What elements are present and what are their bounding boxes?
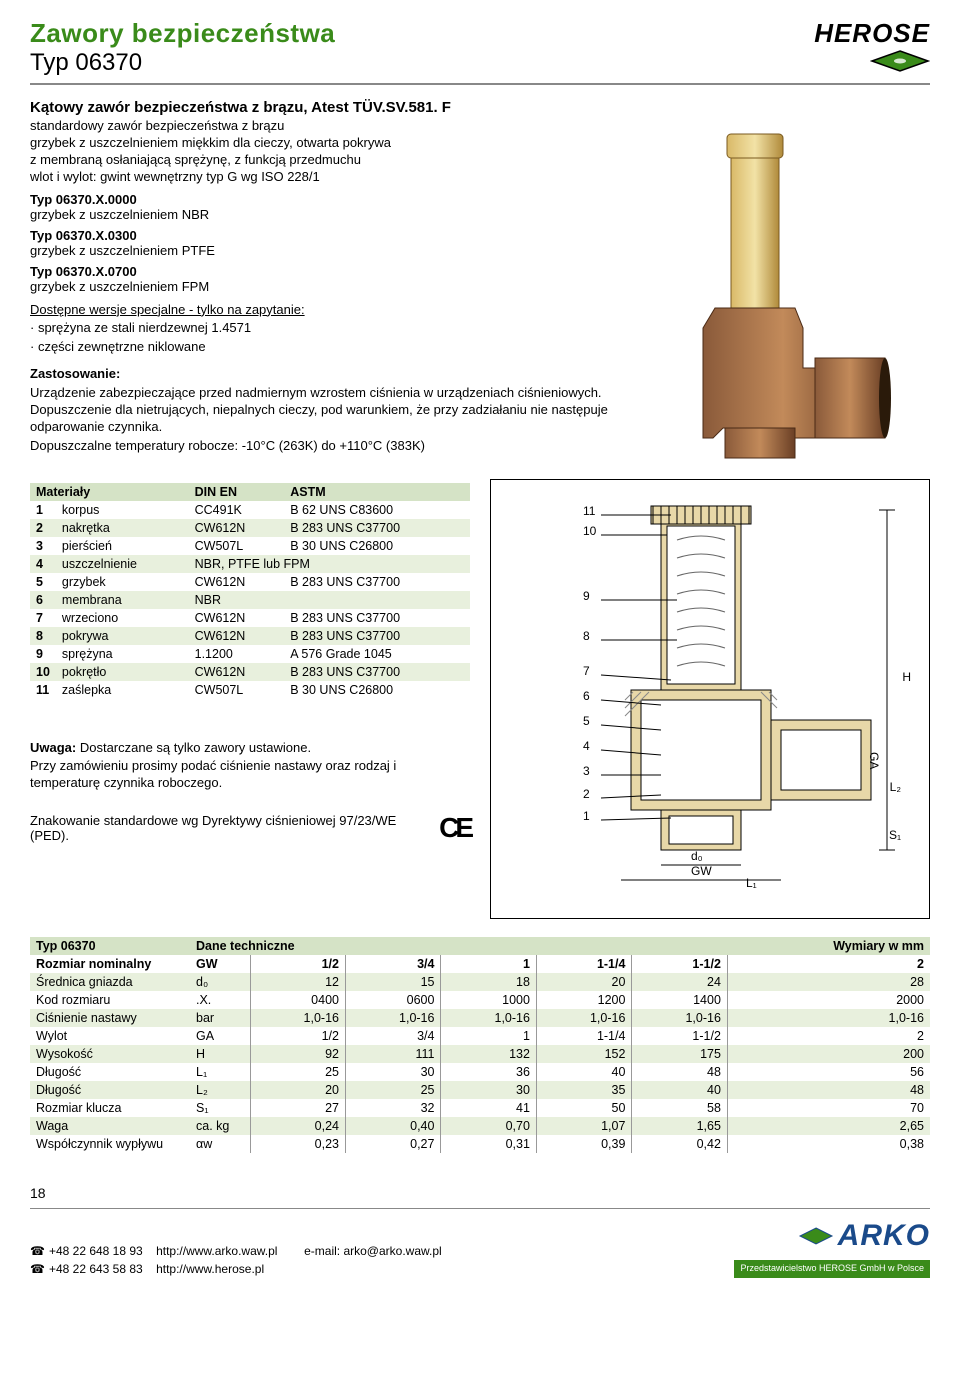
dim-S1: S₁ <box>889 828 901 842</box>
materials-row: 10pokrętłoCW612NB 283 UNS C37700 <box>30 663 470 681</box>
page-number: 18 <box>30 1183 930 1204</box>
materials-row: 7wrzecionoCW612NB 283 UNS C37700 <box>30 609 470 627</box>
marking-row: Znakowanie standardowe wg Dyrektywy ciśn… <box>30 812 470 844</box>
tech-title-right: Wymiary w mm <box>727 937 930 955</box>
drawing-callout: 1 <box>583 809 590 823</box>
materials-row: 3pierścieńCW507LB 30 UNS C26800 <box>30 537 470 555</box>
email: e-mail: arko@arko.waw.pl <box>304 1244 442 1258</box>
tech-title-mid: Dane techniczne <box>190 937 441 955</box>
variant-item: Typ 06370.X.0300grzybek z uszczelnieniem… <box>30 228 620 258</box>
arko-logo: ARKO Przedstawicielstwo HEROSE GmbH w Po… <box>734 1213 930 1278</box>
materials-row: 5grzybekCW612NB 283 UNS C37700 <box>30 573 470 591</box>
arko-rhombus-icon <box>798 1226 834 1246</box>
materials-row: 8pokrywaCW612NB 283 UNS C37700 <box>30 627 470 645</box>
ce-mark-icon: CE <box>439 812 470 844</box>
tech-row: Kod rozmiaru.X.040006001000120014002000 <box>30 991 930 1009</box>
temp-text: Dopuszczalne temperatury robocze: -10°C … <box>30 438 620 455</box>
phone-2: +48 22 643 58 83 <box>49 1262 143 1276</box>
uwaga-text: Dostarczane są tylko zawory ustawione. P… <box>30 740 396 790</box>
drawing-callout: 11 <box>583 504 595 518</box>
intro-para: standardowy zawór bezpieczeństwa z brązu… <box>30 118 620 186</box>
page-subtitle: Typ 06370 <box>30 49 335 77</box>
page-header: Zawory bezpieczeństwa Typ 06370 HEROSE <box>30 18 930 83</box>
tech-row: WylotGA1/23/411-1/41-1/22 <box>30 1027 930 1045</box>
drawing-callout: 6 <box>583 689 590 703</box>
materials-row: 4uszczelnienieNBR, PTFE lub FPM <box>30 555 470 573</box>
tech-row: DługośćL₁253036404856 <box>30 1063 930 1081</box>
materials-row: 1korpusCC491KB 62 UNS C83600 <box>30 501 470 519</box>
variants-list: Typ 06370.X.0000grzybek z uszczelnieniem… <box>30 192 620 294</box>
drawing-callout: 3 <box>583 764 590 778</box>
note-block: Uwaga: Dostarczane są tylko zawory ustaw… <box>30 739 470 792</box>
dim-GA: GA <box>867 752 881 769</box>
tech-row: WysokośćH92111132152175200 <box>30 1045 930 1063</box>
drawing-callout: 8 <box>583 629 590 643</box>
drawing-callout: 4 <box>583 739 590 753</box>
drawing-callout: 2 <box>583 787 590 801</box>
phone-icon <box>30 1244 49 1258</box>
marking-text: Znakowanie standardowe wg Dyrektywy ciśn… <box>30 813 435 843</box>
variant-desc: grzybek z uszczelnieniem PTFE <box>30 243 215 258</box>
materials-row: 9sprężyna1.1200A 576 Grade 1045 <box>30 645 470 663</box>
drawing-callout: 9 <box>583 589 590 603</box>
tech-data-table: Typ 06370 Dane techniczne Wymiary w mm R… <box>30 937 930 1153</box>
col-astm: ASTM <box>284 483 470 501</box>
header-rule <box>30 83 930 85</box>
materials-label: Materiały <box>30 483 189 501</box>
application-text: Urządzenie zabezpieczające przed nadmier… <box>30 385 620 436</box>
arko-logo-text: ARKO <box>838 1213 930 1258</box>
special-lines: · sprężyna ze stali nierdzewnej 1.4571 · … <box>30 320 620 356</box>
variant-item: Typ 06370.X.0000grzybek z uszczelnieniem… <box>30 192 620 222</box>
variant-type: Typ 06370.X.0700 <box>30 264 137 279</box>
arko-logo-subtitle: Przedstawicielstwo HEROSE GmbH w Polsce <box>734 1260 930 1278</box>
tech-row: Współczynnik wypływuαw0,230,270,310,390,… <box>30 1135 930 1153</box>
application-heading: Zastosowanie: <box>30 366 620 383</box>
variant-item: Typ 06370.X.0700grzybek z uszczelnieniem… <box>30 264 620 294</box>
variant-desc: grzybek z uszczelnieniem NBR <box>30 207 209 222</box>
page-footer: 18 +48 22 648 18 93 http://www.arko.waw.… <box>30 1183 930 1278</box>
herose-logo-text: HEROSE <box>814 18 930 49</box>
variant-desc: grzybek z uszczelnieniem FPM <box>30 279 209 294</box>
materials-row: 2nakrętkaCW612NB 283 UNS C37700 <box>30 519 470 537</box>
tech-row: Rozmiar nominalnyGW1/23/411-1/41-1/22 <box>30 955 930 973</box>
materials-row: 11zaślepkaCW507LB 30 UNS C26800 <box>30 681 470 699</box>
page-title: Zawory bezpieczeństwa <box>30 18 335 49</box>
intro-heading: Kątowy zawór bezpieczeństwa z brązu, Ate… <box>30 99 620 116</box>
dim-GW: GW <box>691 864 712 878</box>
dim-H: H <box>902 670 911 684</box>
herose-logo: HEROSE <box>814 18 930 73</box>
tech-row: Rozmiar kluczaS₁273241505870 <box>30 1099 930 1117</box>
variant-type: Typ 06370.X.0000 <box>30 192 137 207</box>
variant-type: Typ 06370.X.0300 <box>30 228 137 243</box>
dim-d0: d₀ <box>691 849 703 863</box>
drawing-callout: 5 <box>583 714 590 728</box>
tech-row: DługośćL₂202530354048 <box>30 1081 930 1099</box>
uwaga-label: Uwaga: <box>30 740 76 755</box>
special-line: · sprężyna ze stali nierdzewnej 1.4571 <box>30 320 620 337</box>
special-line: · części zewnętrzne niklowane <box>30 339 620 356</box>
intro-block: Kątowy zawór bezpieczeństwa z brązu, Ate… <box>30 93 620 473</box>
tech-row: Średnica gniazdad₀121518202428 <box>30 973 930 991</box>
tech-row: Ciśnienie nastawybar1,0-161,0-161,0-161,… <box>30 1009 930 1027</box>
special-heading: Dostępne wersje specjalne - tylko na zap… <box>30 302 305 317</box>
drawing-callout: 10 <box>583 524 596 538</box>
materials-row: 6membranaNBR <box>30 591 470 609</box>
tech-row: Wagaca. kg0,240,400,701,071,652,65 <box>30 1117 930 1135</box>
technical-drawing: 11 10 9 8 7 6 5 4 3 2 1 H GA L₂ S₁ d₀ GW L₁ <box>490 479 930 919</box>
url-arko: http://www.arko.waw.pl <box>156 1244 277 1258</box>
phone-1: +48 22 648 18 93 <box>49 1244 143 1258</box>
materials-table: Materiały DIN EN ASTM 1korpusCC491KB 62 … <box>30 483 470 699</box>
dim-L1: L₁ <box>746 876 757 890</box>
tech-title-left: Typ 06370 <box>30 937 190 955</box>
valve-photo <box>665 123 905 473</box>
phone-icon <box>30 1262 49 1276</box>
rhombus-icon <box>870 49 930 73</box>
drawing-callout: 7 <box>583 664 590 678</box>
url-herose: http://www.herose.pl <box>156 1262 264 1276</box>
dim-L2: L₂ <box>890 780 901 794</box>
col-din: DIN EN <box>189 483 285 501</box>
